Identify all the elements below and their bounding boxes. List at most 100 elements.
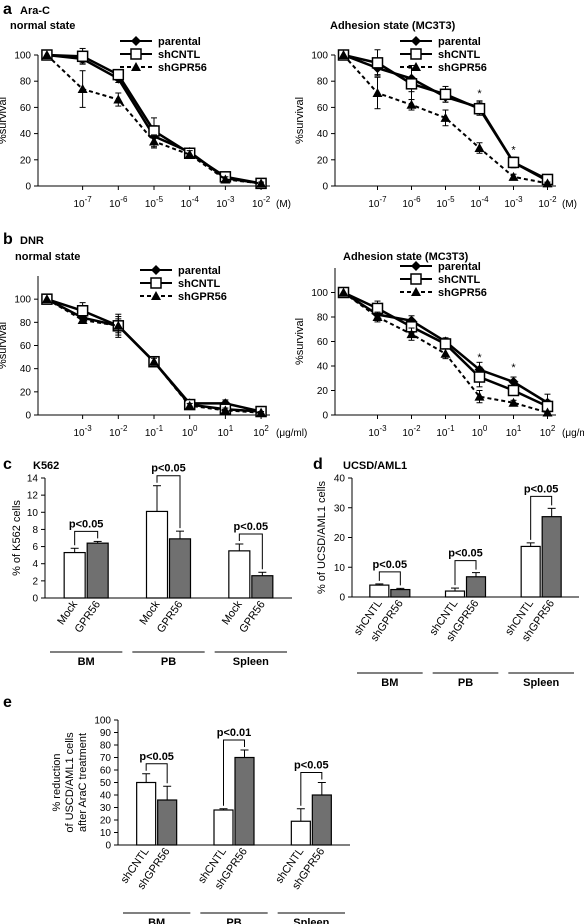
x-tick-exponent: 1 [517,424,522,433]
x-tick-base: 10 [109,199,121,210]
x-tick-base: 10 [368,199,380,210]
significance-bracket [300,772,323,806]
p-value-label: p<0.05 [294,760,329,772]
group-label: BM [381,677,398,689]
x-tick-exponent: -1 [448,424,456,433]
x-unit-label: (μg/ml) [562,428,584,439]
data-point-triangle [184,149,195,159]
x-tick-exponent: -6 [414,195,422,204]
drug-label-ara-c: Ara-C [20,5,50,17]
data-point-square [473,102,486,115]
data-point-triangle [220,405,231,415]
significance-bracket [378,571,401,586]
y-tick-label: 80 [20,318,32,329]
x-tick-label: 10-3 [73,424,92,439]
p-value-label: p<0.05 [524,483,559,495]
data-point-diamond [508,376,519,387]
p-value-label: p<0.05 [139,751,174,763]
series-shCNTL [41,47,267,190]
group-label: PB [161,656,176,668]
x-tick-label: 101 [218,424,234,439]
data-point-square [76,50,89,63]
x-tick-exponent: -7 [85,195,93,204]
x-tick-exponent: 2 [264,424,269,433]
y-tick-label: 90 [100,728,112,739]
series-shGPR56 [41,294,267,417]
group-label: BM [78,656,95,668]
bar-treated [168,538,192,599]
significance-star: * [477,88,482,100]
x-tick-base: 10 [73,428,85,439]
y-tick-label: 2 [32,576,38,587]
group-label: Spleen [293,917,329,924]
x-tick-base: 10 [540,428,552,439]
panel-label-e: e [3,694,12,711]
y-tick-label: 80 [317,313,329,324]
y-tick-label: 0 [105,841,111,852]
data-point-triangle [149,356,159,366]
series-shGPR56 [338,287,553,417]
y-tick-label: 40 [317,129,329,140]
p-value-label: p<0.05 [373,559,408,571]
drug-label-dnr: DNR [20,235,44,247]
data-point-triangle [474,391,485,401]
p-value-label: p<0.05 [151,463,186,475]
data-point-triangle [41,50,52,59]
bar-control [213,809,234,846]
x-tick-base: 10 [216,199,228,210]
bar-control [520,545,541,598]
group-label: Spleen [523,677,559,689]
data-point-triangle [542,178,553,188]
x-tick-label: 10-3 [216,195,235,210]
data-point-triangle [406,99,417,109]
x-tick-label: 10-6 [109,195,128,210]
x-tick-exponent: -7 [380,195,388,204]
legend-marker [150,277,162,289]
x-unit-label: (M) [562,199,577,210]
y-tick-label: 60 [20,341,32,352]
x-tick-exponent: -1 [156,424,164,433]
data-point-triangle [338,50,349,59]
y-tick-label: 0 [25,411,31,422]
y-axis-label: % of K562 cells [11,500,23,576]
x-tick-base: 10 [538,199,550,210]
y-tick-label: 14 [27,474,39,485]
significance-star: * [511,362,516,374]
y-tick-label: 0 [339,593,345,604]
legend-marker [411,261,421,271]
y-axis-label: % of UCSD/AML1 cells [316,480,328,594]
y-tick-label: 40 [20,129,32,140]
legend-marker [131,36,141,46]
legend-marker [130,48,142,60]
bar-treated [86,542,109,599]
x-tick-exponent: -4 [192,195,200,204]
data-point-triangle [440,112,451,122]
y-tick-label: 20 [317,386,329,397]
significance-bracket [156,475,181,529]
y-tick-label: 50 [100,778,112,789]
data-point-square [371,57,384,69]
data-point-square [507,384,520,397]
legend-marker [410,48,422,60]
panel-a-right-title: Adhesion state (MC3T3) [330,20,456,32]
significance-star: * [511,144,516,156]
group-label: PB [226,917,241,924]
x-tick-label: 10-5 [436,195,455,210]
group-label: BM [148,917,165,924]
y-axis-label-line: after AraC treatment [77,733,89,832]
x-tick-base: 10 [436,428,448,439]
bar-control [228,550,251,599]
y-tick-label: 100 [14,51,31,62]
x-tick-exponent: 0 [483,424,488,433]
p-value-label: p<0.01 [217,727,252,739]
series-shGPR56 [338,50,553,188]
y-tick-label: 0 [32,594,38,605]
x-tick-base: 10 [402,199,414,210]
bar-control [369,584,390,598]
x-tick-base: 10 [252,199,264,210]
